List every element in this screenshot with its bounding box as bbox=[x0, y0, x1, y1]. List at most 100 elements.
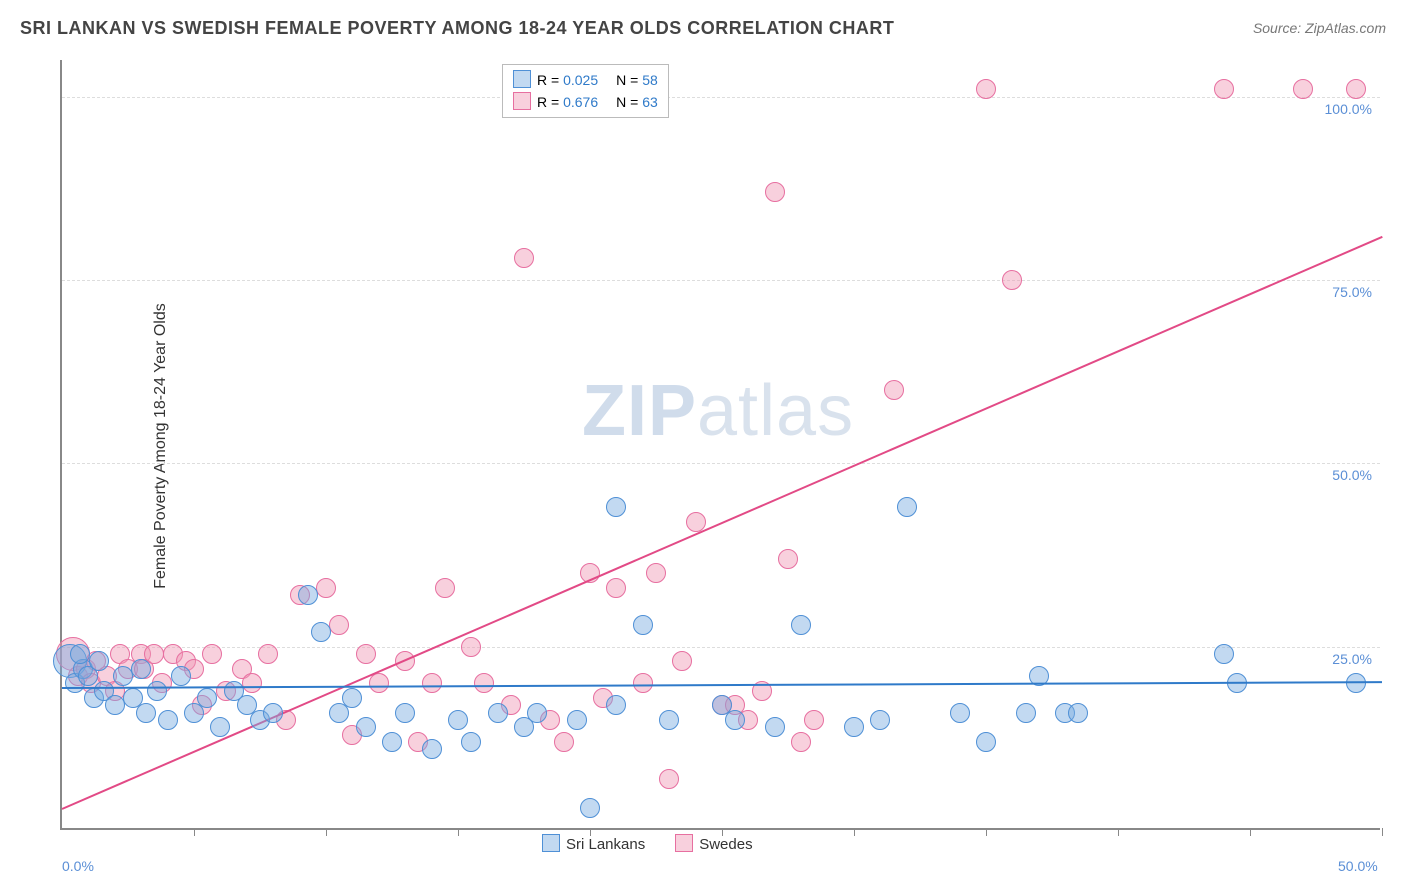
x-tick bbox=[854, 828, 855, 836]
x-tick-label: 0.0% bbox=[62, 858, 94, 874]
sri-lankans-point bbox=[606, 497, 626, 517]
watermark: ZIPatlas bbox=[582, 370, 854, 452]
x-tick bbox=[1382, 828, 1383, 836]
sri-lankans-point bbox=[395, 703, 415, 723]
sri-lankans-point bbox=[897, 497, 917, 517]
sri-lankans-point bbox=[950, 703, 970, 723]
legend-r-label: R = bbox=[537, 72, 563, 88]
sri-lankans-point bbox=[844, 717, 864, 737]
swedes-point bbox=[369, 673, 389, 693]
sri-lankans-point bbox=[791, 615, 811, 635]
sri-lankans-point bbox=[659, 710, 679, 730]
sri-lankans-point bbox=[263, 703, 283, 723]
sri-lankans-point bbox=[158, 710, 178, 730]
sri-lankans-point bbox=[311, 622, 331, 642]
sri-lankans-point bbox=[1214, 644, 1234, 664]
y-tick-label: 75.0% bbox=[1332, 284, 1372, 300]
sri-lankans-point bbox=[527, 703, 547, 723]
sri-lankans-point bbox=[567, 710, 587, 730]
swedes-point bbox=[422, 673, 442, 693]
legend-correlation-box: R = 0.025 N = 58 R = 0.676N = 63 bbox=[502, 64, 669, 118]
swedes-point bbox=[884, 380, 904, 400]
swedes-point bbox=[1214, 79, 1234, 99]
sri-lankans-point bbox=[422, 739, 442, 759]
x-tick bbox=[1250, 828, 1251, 836]
swedes-point bbox=[242, 673, 262, 693]
swedes-point bbox=[202, 644, 222, 664]
sri-lankans-point bbox=[725, 710, 745, 730]
sri-lankans-point bbox=[298, 585, 318, 605]
swedes-point bbox=[474, 673, 494, 693]
sri-lankans-point bbox=[342, 688, 362, 708]
gridline bbox=[62, 97, 1380, 98]
legend-label: Sri Lankans bbox=[566, 836, 645, 853]
x-tick bbox=[1118, 828, 1119, 836]
legend-swatch bbox=[542, 834, 560, 852]
scatter-plot: ZIPatlas 25.0%50.0%75.0%100.0%0.0%50.0%R… bbox=[60, 60, 1380, 830]
legend-n-value: 63 bbox=[642, 94, 658, 110]
sri-lankans-point bbox=[210, 717, 230, 737]
sri-lankans-point bbox=[606, 695, 626, 715]
sri-lankans-point bbox=[382, 732, 402, 752]
legend-n-label: N = bbox=[616, 72, 642, 88]
swedes-point bbox=[329, 615, 349, 635]
swedes-point bbox=[1346, 79, 1366, 99]
sri-lankans-point bbox=[113, 666, 133, 686]
swedes-point bbox=[461, 637, 481, 657]
swedes-point bbox=[778, 549, 798, 569]
swedes-point bbox=[633, 673, 653, 693]
legend-swatch bbox=[513, 70, 531, 88]
sri-lankans-point bbox=[70, 644, 90, 664]
swedes-point bbox=[1002, 270, 1022, 290]
sri-lankans-point bbox=[197, 688, 217, 708]
sri-lankans-point bbox=[580, 798, 600, 818]
sri-lankans-point bbox=[448, 710, 468, 730]
legend-n-label: N = bbox=[616, 94, 642, 110]
y-tick-label: 50.0% bbox=[1332, 467, 1372, 483]
sri-lankans-point bbox=[136, 703, 156, 723]
gridline bbox=[62, 280, 1380, 281]
sri-lankans-point bbox=[131, 659, 151, 679]
sri-lankans-point bbox=[1016, 703, 1036, 723]
swedes-point bbox=[606, 578, 626, 598]
legend-row-swedes: R = 0.676N = 63 bbox=[513, 91, 658, 113]
source-attribution: Source: ZipAtlas.com bbox=[1253, 20, 1386, 36]
swedes-point bbox=[1293, 79, 1313, 99]
legend-item-swedes: Swedes bbox=[675, 836, 752, 853]
chart-title: SRI LANKAN VS SWEDISH FEMALE POVERTY AMO… bbox=[20, 18, 894, 39]
y-tick-label: 100.0% bbox=[1325, 101, 1372, 117]
swedes-point bbox=[554, 732, 574, 752]
legend-row-sri_lankans: R = 0.025 N = 58 bbox=[513, 69, 658, 91]
sri-lankans-point bbox=[356, 717, 376, 737]
swedes-point bbox=[646, 563, 666, 583]
legend-series: Sri Lankans Swedes bbox=[542, 834, 783, 853]
swedes-point bbox=[659, 769, 679, 789]
sri-lankans-point bbox=[488, 703, 508, 723]
swedes-point bbox=[672, 651, 692, 671]
sri-lankans-point bbox=[1346, 673, 1366, 693]
gridline bbox=[62, 463, 1380, 464]
legend-r-value: 0.025 bbox=[563, 72, 598, 88]
x-tick bbox=[458, 828, 459, 836]
legend-n-value: 58 bbox=[642, 72, 658, 88]
x-tick-label: 50.0% bbox=[1338, 858, 1378, 874]
sri-lankans-point bbox=[461, 732, 481, 752]
swedes-point bbox=[976, 79, 996, 99]
legend-swatch bbox=[675, 834, 693, 852]
sri-lankans-point bbox=[976, 732, 996, 752]
sri-lankans-point bbox=[870, 710, 890, 730]
legend-swatch bbox=[513, 92, 531, 110]
sri-lankans-point bbox=[171, 666, 191, 686]
x-tick bbox=[986, 828, 987, 836]
swedes-point bbox=[316, 578, 336, 598]
y-tick-label: 25.0% bbox=[1332, 651, 1372, 667]
x-tick bbox=[194, 828, 195, 836]
swedes-point bbox=[804, 710, 824, 730]
sri-lankans-point bbox=[147, 681, 167, 701]
swedes-point bbox=[435, 578, 455, 598]
legend-item-sri_lankans: Sri Lankans bbox=[542, 836, 645, 853]
sri-lankans-point bbox=[765, 717, 785, 737]
swedes-point bbox=[514, 248, 534, 268]
sri-lankans-point bbox=[105, 695, 125, 715]
swedes-point bbox=[258, 644, 278, 664]
